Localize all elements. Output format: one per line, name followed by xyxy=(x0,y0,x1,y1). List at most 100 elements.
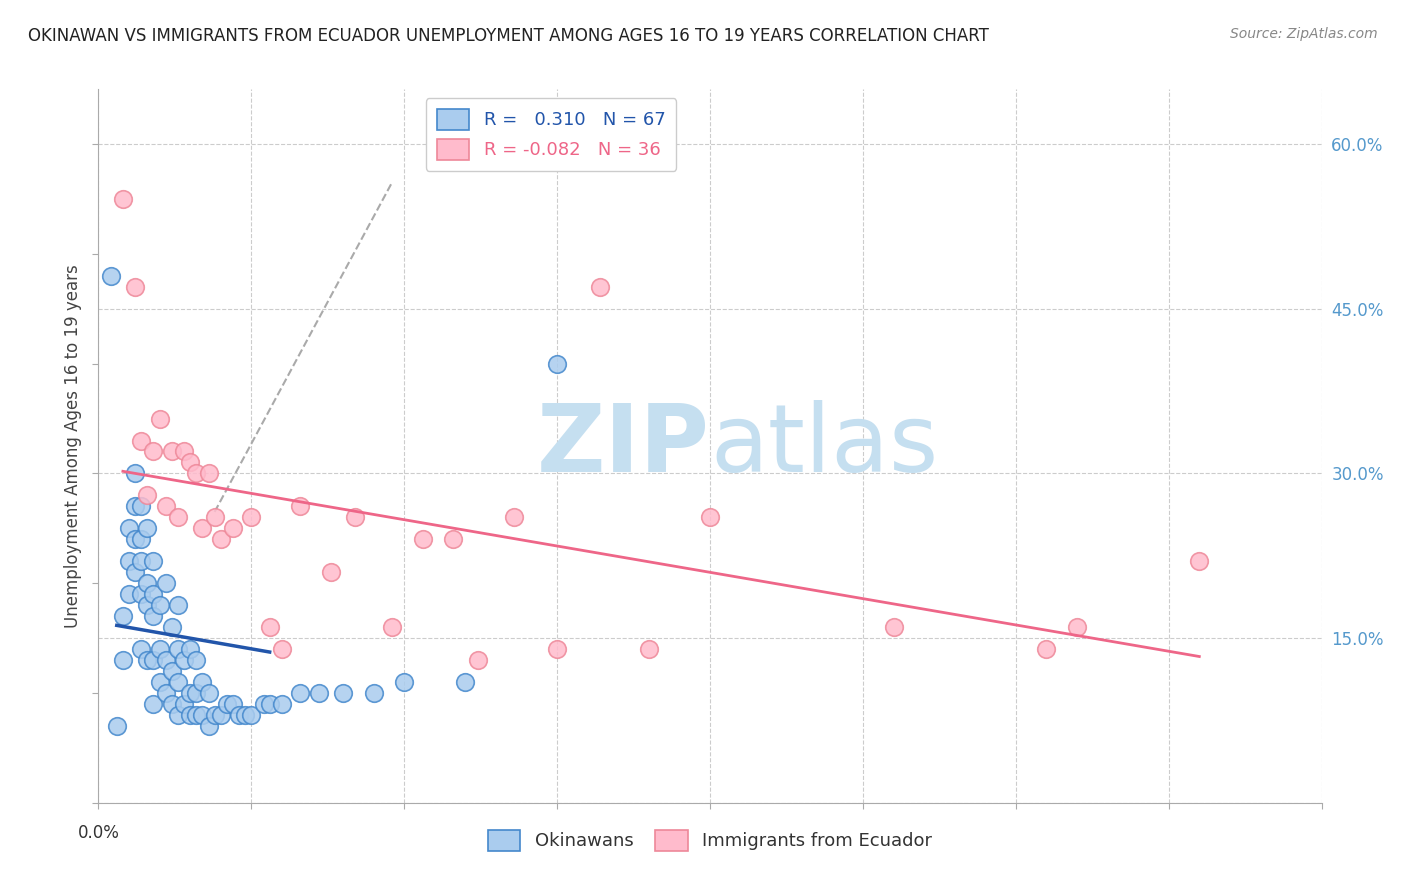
Point xyxy=(179,686,201,700)
Point xyxy=(392,675,416,690)
Point xyxy=(173,697,195,711)
Point xyxy=(155,500,177,514)
Point xyxy=(1035,642,1057,657)
Point xyxy=(136,598,159,612)
Point xyxy=(160,444,183,458)
Point xyxy=(503,510,526,524)
Point xyxy=(173,444,195,458)
Point xyxy=(1066,620,1088,634)
Point xyxy=(240,708,263,723)
Point xyxy=(111,192,134,206)
Point xyxy=(129,587,152,601)
Point xyxy=(118,587,141,601)
Point xyxy=(589,280,612,294)
Point xyxy=(454,675,477,690)
Point xyxy=(142,653,165,667)
Point xyxy=(699,510,721,524)
Point xyxy=(129,500,152,514)
Point xyxy=(149,598,172,612)
Text: 0.0%: 0.0% xyxy=(77,824,120,842)
Text: OKINAWAN VS IMMIGRANTS FROM ECUADOR UNEMPLOYMENT AMONG AGES 16 TO 19 YEARS CORRE: OKINAWAN VS IMMIGRANTS FROM ECUADOR UNEM… xyxy=(28,27,988,45)
Text: Source: ZipAtlas.com: Source: ZipAtlas.com xyxy=(1230,27,1378,41)
Point xyxy=(124,566,146,580)
Point xyxy=(209,708,232,723)
Point xyxy=(179,642,201,657)
Point xyxy=(129,533,152,547)
Point xyxy=(173,653,195,667)
Point xyxy=(186,686,208,700)
Point xyxy=(160,664,183,678)
Point xyxy=(883,620,905,634)
Point xyxy=(259,697,281,711)
Point xyxy=(100,268,122,283)
Point xyxy=(129,642,152,657)
Text: atlas: atlas xyxy=(710,400,938,492)
Point xyxy=(186,708,208,723)
Point xyxy=(155,653,177,667)
Point xyxy=(136,653,159,667)
Point xyxy=(1188,554,1211,568)
Point xyxy=(222,697,245,711)
Point xyxy=(142,444,165,458)
Point xyxy=(363,686,385,700)
Point xyxy=(191,708,214,723)
Point xyxy=(142,609,165,624)
Point xyxy=(197,686,219,700)
Point xyxy=(197,467,219,481)
Point xyxy=(129,434,152,448)
Point xyxy=(136,576,159,591)
Point xyxy=(290,500,312,514)
Point xyxy=(149,642,172,657)
Point xyxy=(179,455,201,469)
Point xyxy=(155,576,177,591)
Point xyxy=(290,686,312,700)
Point xyxy=(546,642,568,657)
Point xyxy=(167,708,190,723)
Point xyxy=(308,686,330,700)
Point xyxy=(160,620,183,634)
Point xyxy=(222,521,245,535)
Point xyxy=(209,533,232,547)
Point xyxy=(215,697,238,711)
Point xyxy=(233,708,256,723)
Point xyxy=(381,620,404,634)
Point xyxy=(228,708,250,723)
Point xyxy=(191,521,214,535)
Point xyxy=(167,598,190,612)
Point xyxy=(124,533,146,547)
Point xyxy=(167,675,190,690)
Point xyxy=(186,467,208,481)
Point xyxy=(149,411,172,425)
Point xyxy=(412,533,434,547)
Legend: Okinawans, Immigrants from Ecuador: Okinawans, Immigrants from Ecuador xyxy=(481,822,939,858)
Point xyxy=(270,642,292,657)
Point xyxy=(252,697,274,711)
Point xyxy=(167,642,190,657)
Point xyxy=(441,533,464,547)
Point xyxy=(105,719,128,733)
Point xyxy=(142,587,165,601)
Point xyxy=(332,686,354,700)
Point xyxy=(179,708,201,723)
Point xyxy=(124,280,146,294)
Point xyxy=(344,510,367,524)
Point xyxy=(191,675,214,690)
Point xyxy=(136,521,159,535)
Point xyxy=(197,719,219,733)
Point xyxy=(142,697,165,711)
Point xyxy=(204,708,226,723)
Point xyxy=(124,500,146,514)
Text: ZIP: ZIP xyxy=(537,400,710,492)
Point xyxy=(167,510,190,524)
Point xyxy=(149,675,172,690)
Point xyxy=(111,609,134,624)
Point xyxy=(319,566,342,580)
Point xyxy=(259,620,281,634)
Point xyxy=(136,488,159,502)
Point xyxy=(270,697,292,711)
Point xyxy=(240,510,263,524)
Point xyxy=(129,554,152,568)
Point xyxy=(467,653,489,667)
Point xyxy=(546,357,568,371)
Point xyxy=(124,467,146,481)
